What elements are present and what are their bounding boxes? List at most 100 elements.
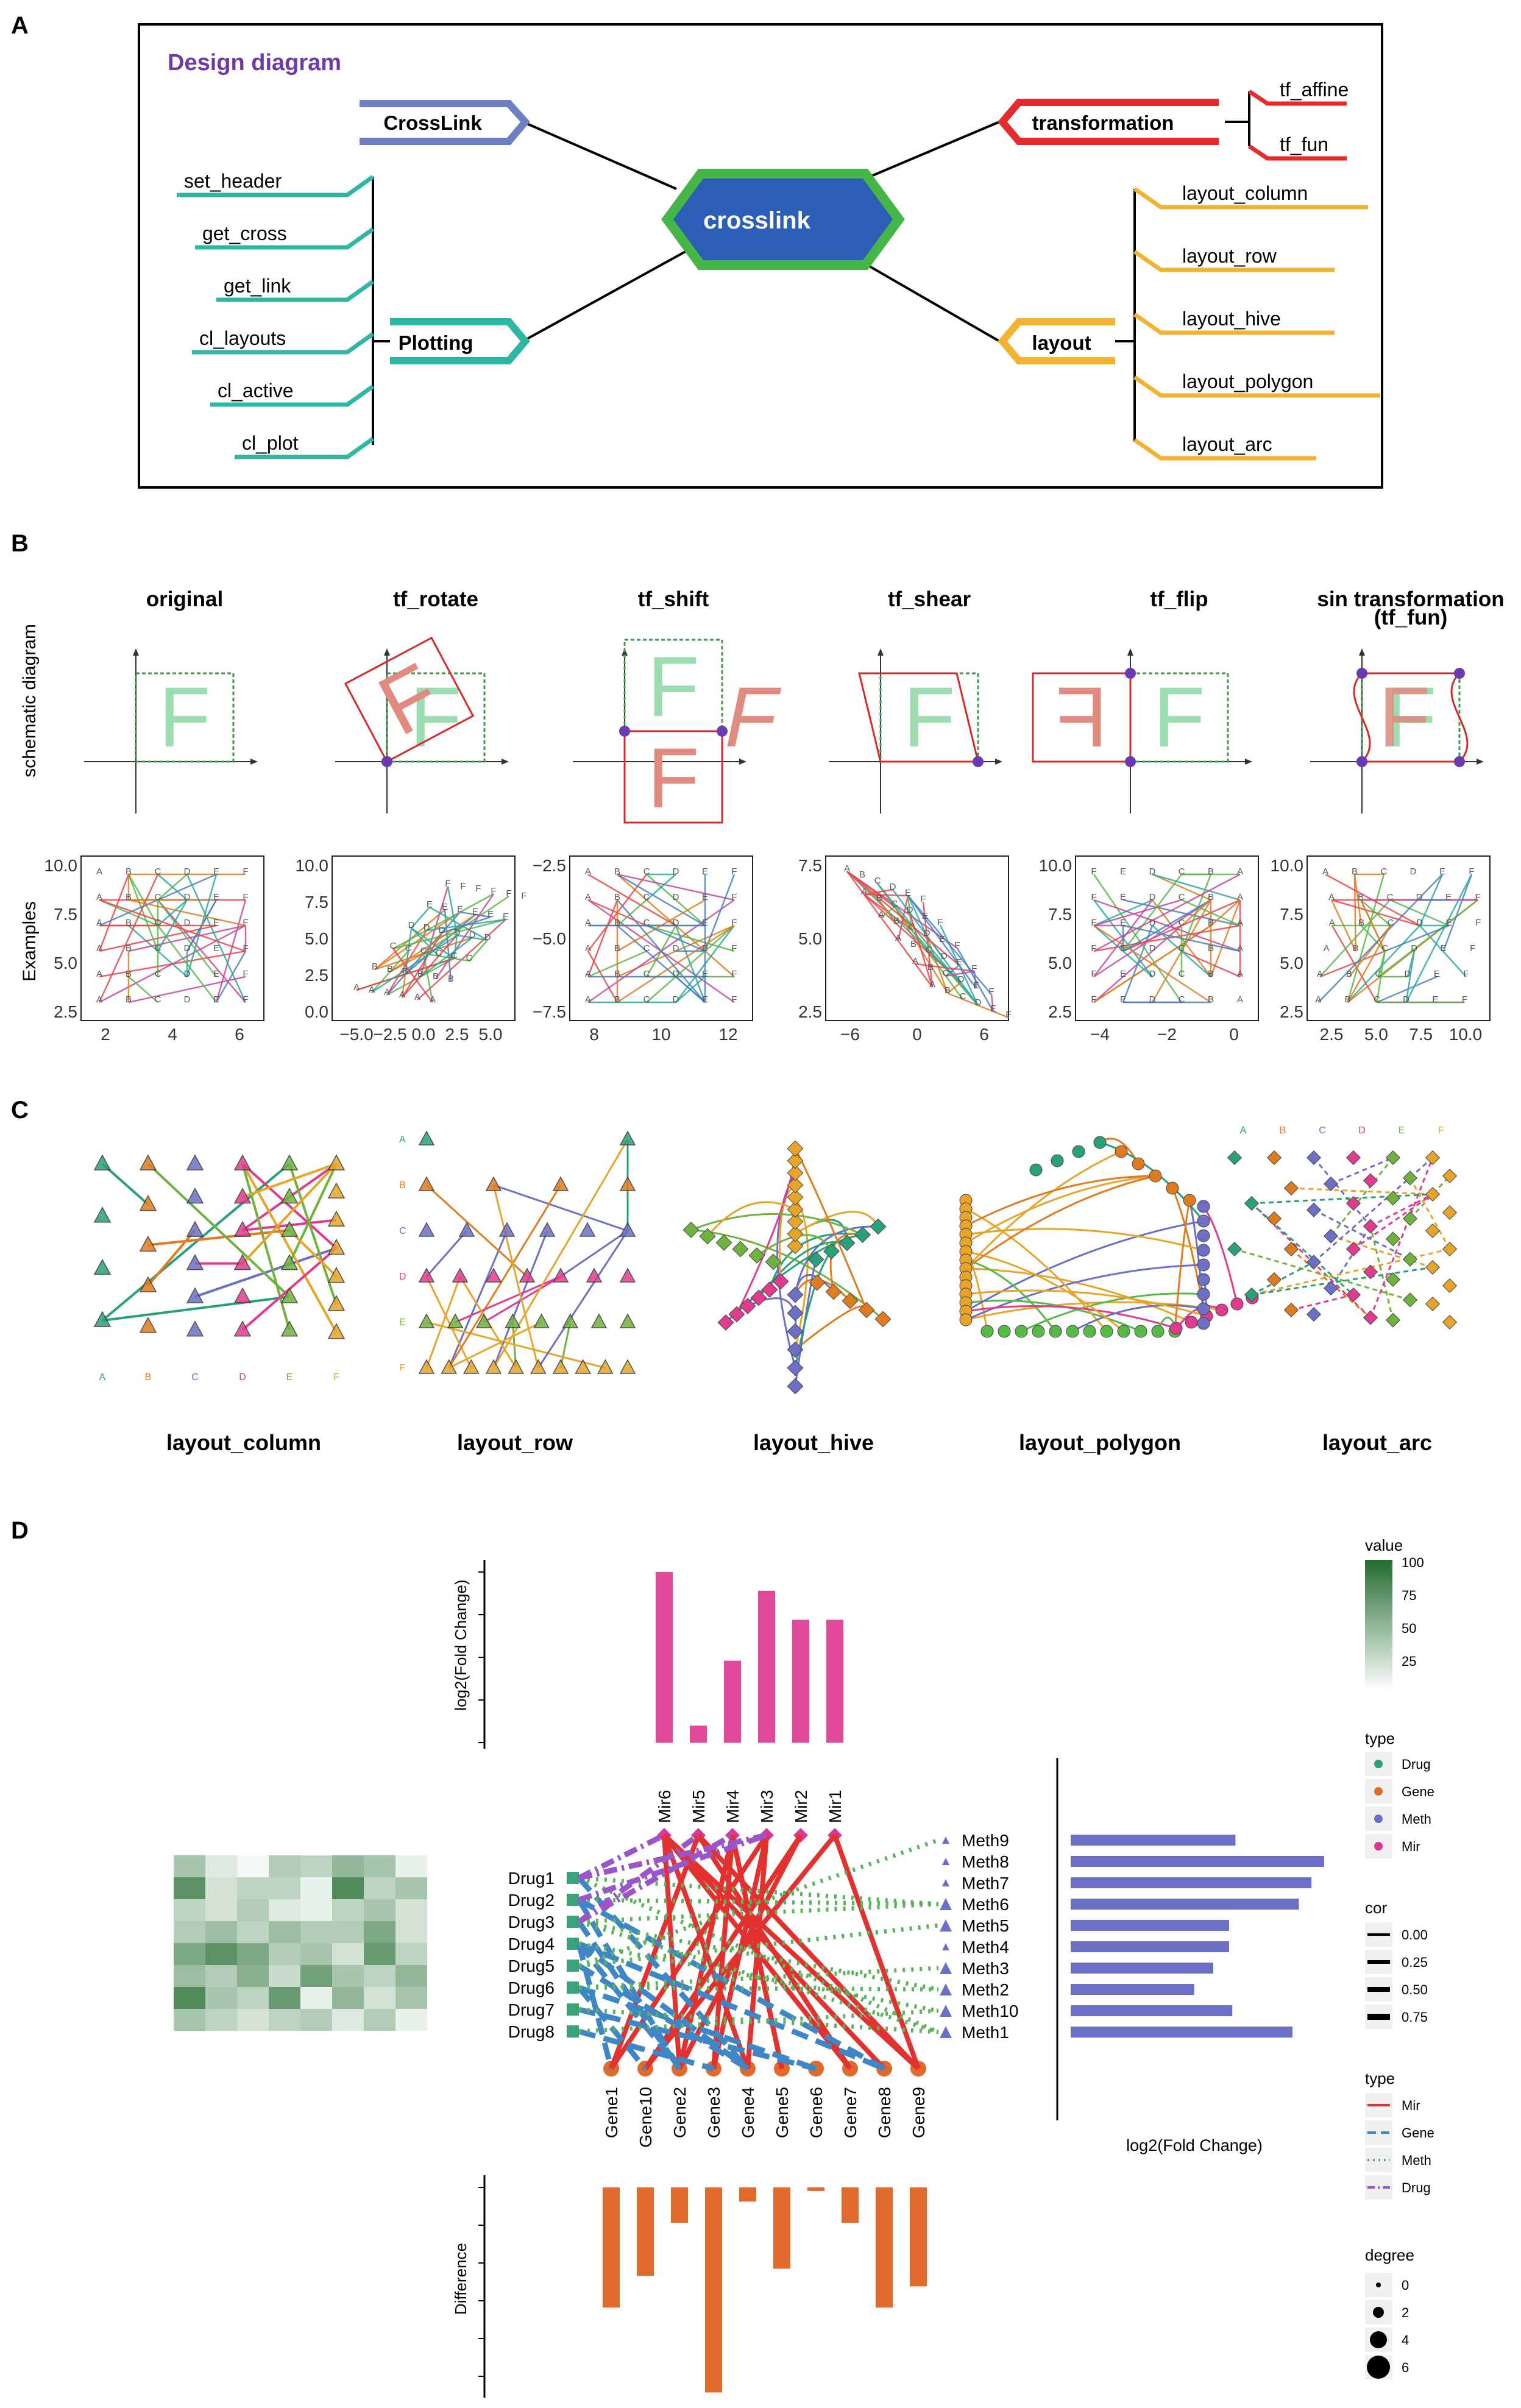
mir-label: Mir6 xyxy=(655,1790,674,1823)
example-link xyxy=(617,873,735,901)
heatmap-cell xyxy=(395,1877,427,1899)
connector-crosslink xyxy=(522,121,677,190)
layout-link xyxy=(965,1220,1204,1312)
diamond-node xyxy=(765,1253,782,1270)
group-label: E xyxy=(286,1372,293,1383)
circle-node xyxy=(1197,1200,1210,1213)
layout-link xyxy=(537,1230,629,1369)
gene-bar xyxy=(910,2187,927,2287)
heatmap-cell xyxy=(269,1899,300,1921)
example-link xyxy=(1378,899,1478,977)
layout-child-label: layout_row xyxy=(1182,245,1277,267)
drug-mir-link xyxy=(578,1832,768,1903)
layout-examples: layout_column layout_row layout_hive layout… xyxy=(93,1125,1458,1455)
pivot-point xyxy=(381,756,392,767)
heatmap-cell xyxy=(269,1987,300,2009)
drug-meth-link xyxy=(578,1875,940,2034)
example-link xyxy=(1347,925,1392,1003)
heatmap-cell xyxy=(364,1899,395,1921)
example-node: B xyxy=(614,918,620,928)
example-x-tick: 2.5 xyxy=(445,1025,469,1044)
diamond-node xyxy=(809,1274,826,1291)
transform-column-5: sin transformation(tf_fun)FF10.07.55.02.… xyxy=(1271,587,1505,1044)
example-link xyxy=(1093,874,1183,1003)
diamond-node xyxy=(1442,1314,1458,1330)
layout-link xyxy=(242,1163,337,1199)
example-node: A xyxy=(585,892,591,902)
layout-child-branch xyxy=(1133,313,1335,335)
example-link xyxy=(157,925,217,1003)
transform-title: original xyxy=(146,587,223,611)
example-node: A xyxy=(1237,866,1243,877)
layout-child-label: layout_column xyxy=(1182,182,1308,204)
drug-meth-link xyxy=(578,1902,939,1924)
example-link xyxy=(186,874,247,1003)
mir-bar xyxy=(656,1572,673,1743)
example-link xyxy=(945,970,975,977)
layout-node-label: layout xyxy=(1032,331,1091,354)
panel-d: D log2(Fold Change)Mir6 Mir5 Mir4 Mir3 Mir2 M… xyxy=(11,1517,1434,2398)
gene-label: Gene3 xyxy=(704,2087,723,2138)
layout-link xyxy=(147,1163,291,1298)
diamond-node xyxy=(682,1222,700,1238)
example-link xyxy=(646,924,706,952)
group-label: C xyxy=(191,1372,199,1383)
triangle-node xyxy=(485,1359,502,1374)
transform-title: sin transformation xyxy=(1317,587,1504,611)
meth-node xyxy=(940,1962,952,1974)
drug-label: Drug2 xyxy=(508,1891,555,1910)
heatmap-cell xyxy=(300,1855,332,1877)
example-link xyxy=(587,873,676,927)
gene-bar xyxy=(671,2187,688,2223)
example-link xyxy=(1093,873,1241,952)
diamond-node xyxy=(1346,1287,1361,1303)
example-link xyxy=(675,976,706,1003)
drug-gene-link xyxy=(578,1985,817,2072)
example-node: A xyxy=(912,956,918,966)
plotting-child-label: get_cross xyxy=(202,222,287,244)
heatmap-cell xyxy=(395,1899,427,1921)
layout-link xyxy=(1313,1157,1372,1227)
circle-node xyxy=(1051,1154,1064,1167)
example-node: F xyxy=(1462,994,1467,1005)
example-node: B xyxy=(614,943,620,954)
gene-label: Gene9 xyxy=(909,2087,928,2138)
triangle-node xyxy=(233,1187,252,1204)
example-node: C xyxy=(926,945,932,955)
crosslink-center-node xyxy=(661,169,905,270)
diamond-node xyxy=(1425,1296,1441,1312)
triangle-node xyxy=(139,1195,157,1211)
diamond-node xyxy=(1442,1168,1458,1184)
example-link xyxy=(1377,976,1438,1004)
layout-link xyxy=(1313,1209,1411,1261)
example-node: C xyxy=(1179,892,1185,902)
example-node: F xyxy=(1463,969,1469,979)
example-y-tick: 10.0 xyxy=(1039,856,1072,875)
legend-degree-label: 4 xyxy=(1402,2332,1409,2348)
rotated-box xyxy=(344,636,475,763)
heatmap-cell xyxy=(205,1921,237,1943)
example-y-tick: −2.5 xyxy=(533,856,566,875)
legend-type-marker xyxy=(1374,1760,1383,1768)
example-node: D xyxy=(1416,892,1423,902)
layout-link xyxy=(794,1259,817,1387)
example-node: F xyxy=(506,888,511,899)
mir-gene-link xyxy=(677,1835,735,2069)
triangle-node xyxy=(280,1287,299,1303)
tf-child-label: tf_fun xyxy=(1280,133,1328,155)
example-node: E xyxy=(1120,918,1126,928)
example-link xyxy=(1152,925,1211,977)
plotting-child-branch xyxy=(192,332,375,355)
example-node: A xyxy=(895,933,901,943)
heatmap-cell xyxy=(174,1877,205,1899)
example-node: F xyxy=(731,994,737,1005)
layout-link xyxy=(559,1322,572,1369)
triangle-node xyxy=(463,1359,480,1374)
diamond-node xyxy=(717,1314,734,1331)
glyph-f: F xyxy=(647,730,700,826)
layout-link xyxy=(425,1230,468,1277)
original-box xyxy=(135,672,235,763)
triangle-node xyxy=(575,1359,591,1374)
connector-tf-bracket xyxy=(1225,91,1250,146)
